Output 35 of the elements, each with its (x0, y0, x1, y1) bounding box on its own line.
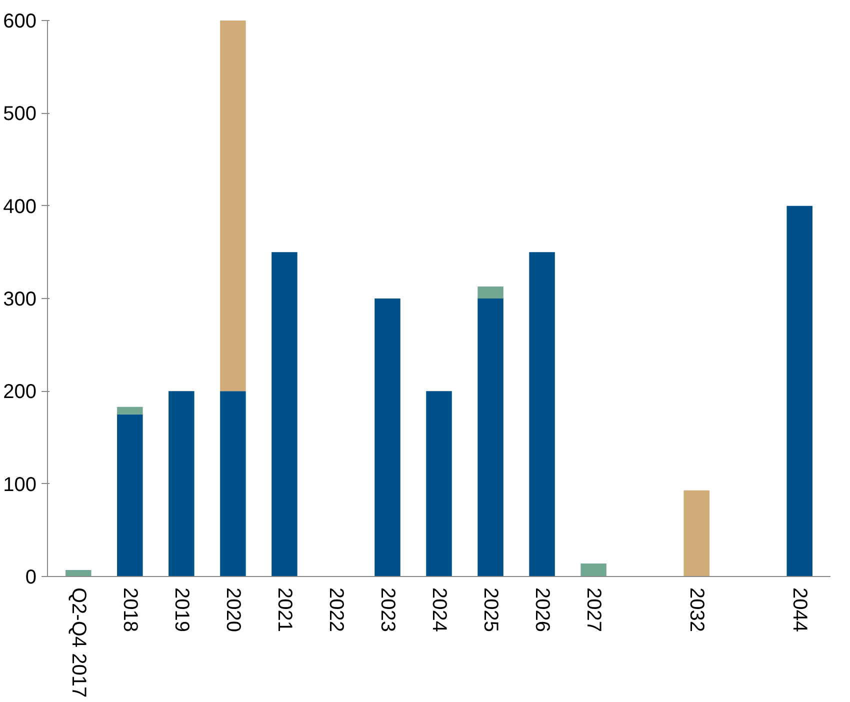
x-tick-label: 2026 (531, 588, 554, 632)
y-tick-label: 0 (25, 566, 36, 588)
bar (168, 391, 194, 576)
x-tick-label: 2024 (428, 588, 450, 632)
bar (117, 406, 143, 414)
x-tick-label: 2022 (324, 588, 347, 632)
bar (478, 286, 504, 298)
y-tick-label: 300 (3, 288, 37, 310)
bar (478, 298, 504, 576)
bar (786, 206, 812, 576)
bar (220, 20, 246, 392)
y-tick-label: 200 (3, 381, 37, 404)
x-tick-label: 2018 (118, 588, 141, 632)
bar (426, 391, 452, 576)
x-tick-label: 2027 (582, 588, 605, 632)
x-tick-label: 2023 (376, 588, 398, 632)
x-tick-label: 2044 (788, 588, 811, 632)
y-tick-label: 100 (3, 474, 37, 496)
bar (684, 490, 710, 576)
bar (220, 391, 246, 576)
x-tick-label: 2020 (222, 588, 244, 632)
bar (272, 252, 298, 576)
x-tick-label: 2025 (480, 588, 502, 632)
y-tick-label: 500 (3, 103, 37, 126)
bar (117, 414, 143, 576)
x-tick-label: 2021 (273, 588, 296, 632)
x-tick-label: 2019 (170, 588, 192, 632)
y-tick-label: 600 (3, 10, 37, 32)
bar (374, 298, 400, 576)
bar (66, 570, 92, 576)
bar (529, 252, 555, 576)
x-tick-label: Q2-Q4 2017 (67, 588, 90, 698)
y-tick-label: 400 (3, 196, 37, 218)
bar (580, 564, 606, 576)
x-tick-label: 2032 (686, 588, 708, 632)
